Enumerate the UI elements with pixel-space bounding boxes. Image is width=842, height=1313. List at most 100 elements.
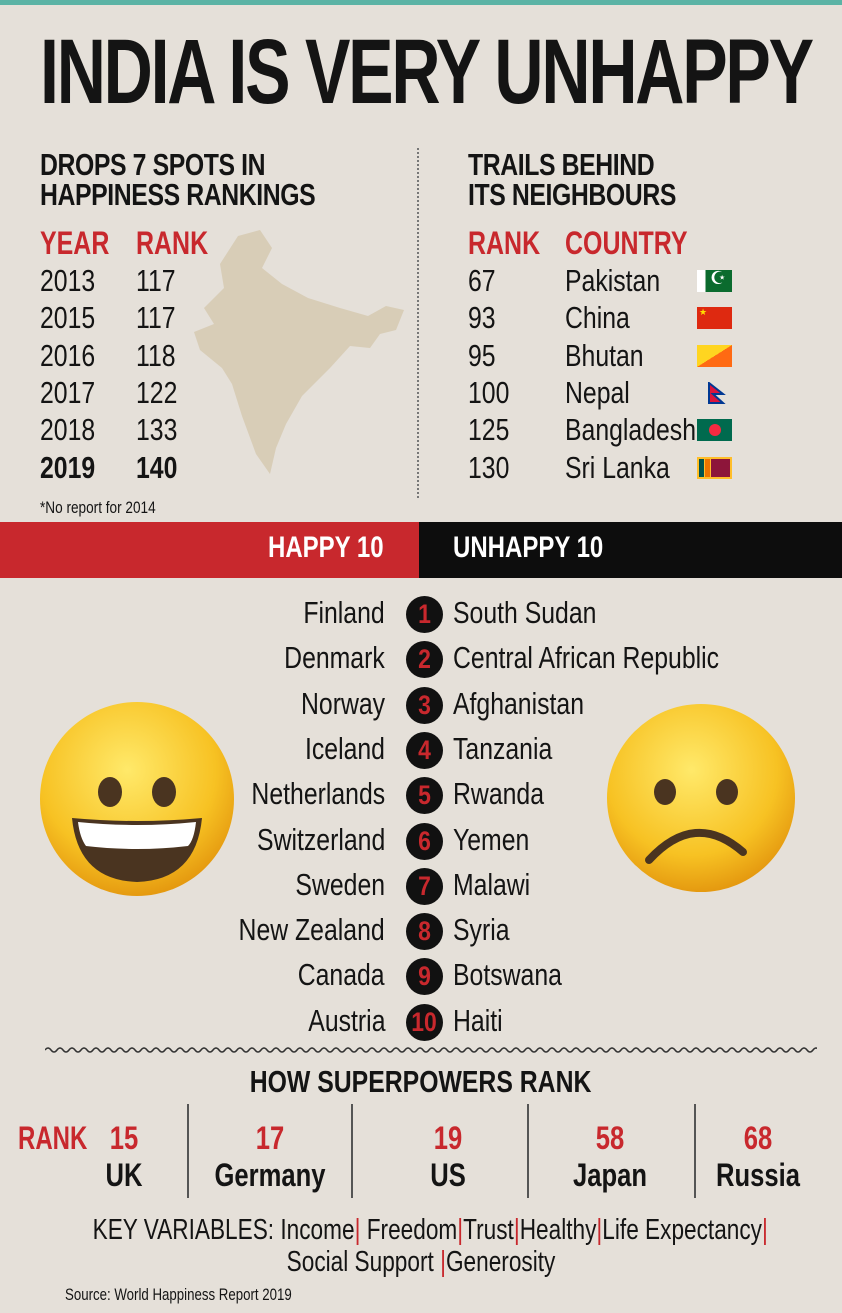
top-bar	[0, 0, 842, 5]
left-subtitle: DROPS 7 SPOTS IN HAPPINESS RANKINGS	[40, 147, 316, 212]
happy-country: Finland	[303, 595, 385, 630]
rank-cell: 117	[136, 300, 176, 336]
happy-country: Austria	[307, 1002, 385, 1038]
rank-number-badge: 4	[406, 731, 443, 769]
rank-number-badge: 7	[406, 867, 443, 905]
rank-header: RANK	[136, 225, 209, 261]
superpower-country: Germany	[214, 1157, 326, 1193]
rank-number-badge: 3	[406, 686, 443, 724]
column-divider	[351, 1104, 353, 1198]
sad-face-icon	[607, 704, 795, 892]
wavy-divider	[45, 1047, 817, 1053]
rank-number: 3	[418, 689, 431, 720]
superpower-rank: 15	[109, 1120, 139, 1156]
happy-country: Denmark	[284, 640, 385, 676]
happy-country: Switzerland	[256, 821, 385, 857]
rank-number-badge: 2	[406, 641, 443, 679]
unhappy-country: Haiti	[453, 1002, 503, 1038]
key-variables-line-1: KEY VARIABLES: Income| Freedom|Trust|Hea…	[92, 1214, 768, 1246]
unhappy-country: Botswana	[453, 957, 562, 993]
unhappy-country: Rwanda	[453, 776, 544, 812]
country-cell: Nepal	[565, 374, 630, 410]
neighbour-rank-cell: 125	[468, 412, 510, 448]
key-variable: Social Support	[286, 1246, 434, 1278]
neighbour-rank-cell: 95	[468, 337, 496, 373]
india-map	[194, 230, 404, 474]
superpower-country: UK	[105, 1157, 143, 1193]
key-variable: Freedom	[366, 1214, 458, 1246]
happy-face-icon	[40, 702, 234, 896]
nepal-flag-icon	[697, 380, 732, 404]
happy-country: Sweden	[295, 866, 385, 902]
superpowers-title: HOW SUPERPOWERS RANK	[250, 1064, 592, 1099]
superpowers-rank-label: RANK	[18, 1120, 88, 1156]
happy-country: Iceland	[305, 730, 385, 766]
bangladesh-flag-icon	[697, 419, 732, 442]
unhappy-country: Afghanistan	[453, 685, 584, 721]
pakistan-flag-icon: ☪	[697, 268, 732, 292]
rank-cell: 122	[136, 374, 178, 410]
country-cell: Pakistan	[565, 263, 661, 298]
key-variables-line-2: Social Support |Generosity	[286, 1246, 556, 1278]
footnote: *No report for 2014	[40, 498, 156, 517]
rank-number: 8	[418, 916, 431, 947]
column-divider	[187, 1104, 189, 1198]
happy-country: Netherlands	[251, 776, 385, 812]
rank-number: 9	[418, 961, 431, 992]
rank-number-badge: 8	[406, 913, 443, 951]
country-header: COUNTRY	[565, 225, 688, 261]
superpower-rank: 58	[595, 1120, 625, 1156]
year-cell: 2016	[40, 337, 96, 373]
sri-lanka-flag-icon	[697, 456, 732, 479]
key-variable: Income	[280, 1214, 355, 1246]
unhappy-10-label: UNHAPPY 10	[453, 531, 604, 564]
year-cell: 2017	[40, 374, 96, 410]
rank-number: 1	[418, 599, 431, 629]
rank-number: 7	[418, 870, 431, 901]
rank-number: 6	[418, 825, 431, 856]
right-subtitle: TRAILS BEHIND ITS NEIGHBOURS	[468, 147, 676, 212]
column-divider	[527, 1104, 529, 1198]
rank-cell: 117	[136, 263, 176, 298]
unhappy-country: Central African Republic	[453, 640, 720, 676]
superpower-country: US	[430, 1157, 466, 1193]
rank-number-badge: 5	[406, 777, 443, 815]
country-cell: China	[565, 300, 630, 336]
key-variable: Trust	[463, 1214, 514, 1246]
superpower-country: Russia	[716, 1157, 800, 1193]
rank-number-badge: 10	[406, 1003, 443, 1041]
rank-number: 5	[418, 780, 431, 811]
rank-cell: 118	[136, 337, 176, 373]
page-title: INDIA IS VERY UNHAPPY	[40, 21, 814, 123]
neighbour-rank-cell: 100	[468, 374, 510, 410]
key-variable: Life Expectancy	[602, 1214, 762, 1246]
key-variable: Healthy	[519, 1214, 597, 1246]
rank-number-badge: 9	[406, 958, 443, 996]
unhappy-country: Tanzania	[453, 730, 553, 766]
country-cell: Bhutan	[565, 337, 644, 373]
happy-country: Canada	[298, 957, 385, 993]
superpower-country: Japan	[573, 1157, 647, 1193]
neighbour-rank-cell: 67	[468, 263, 496, 298]
year-cell: 2019	[40, 449, 96, 485]
superpower-rank: 17	[255, 1120, 285, 1156]
happy-country: Norway	[300, 685, 385, 721]
happy-country: New Zealand	[238, 912, 385, 948]
section-divider	[417, 148, 421, 498]
unhappy-country: Malawi	[453, 866, 531, 902]
bhutan-flag-icon	[697, 344, 732, 367]
rank-number: 4	[418, 734, 431, 765]
unhappy-country: Syria	[453, 912, 510, 948]
superpower-rank: 19	[433, 1120, 463, 1156]
neighbour-rank-cell: 130	[468, 449, 510, 485]
key-variables-label: KEY VARIABLES:	[92, 1214, 275, 1246]
country-cell: Bangladesh	[565, 412, 696, 448]
year-cell: 2015	[40, 300, 96, 336]
year-cell: 2018	[40, 412, 96, 448]
column-divider	[694, 1104, 696, 1198]
unhappy-country: Yemen	[453, 821, 530, 857]
year-header: YEAR	[40, 225, 110, 261]
rank-number: 2	[418, 644, 431, 675]
happy-10-label: HAPPY 10	[268, 531, 384, 564]
rank-number: 10	[411, 1006, 438, 1037]
